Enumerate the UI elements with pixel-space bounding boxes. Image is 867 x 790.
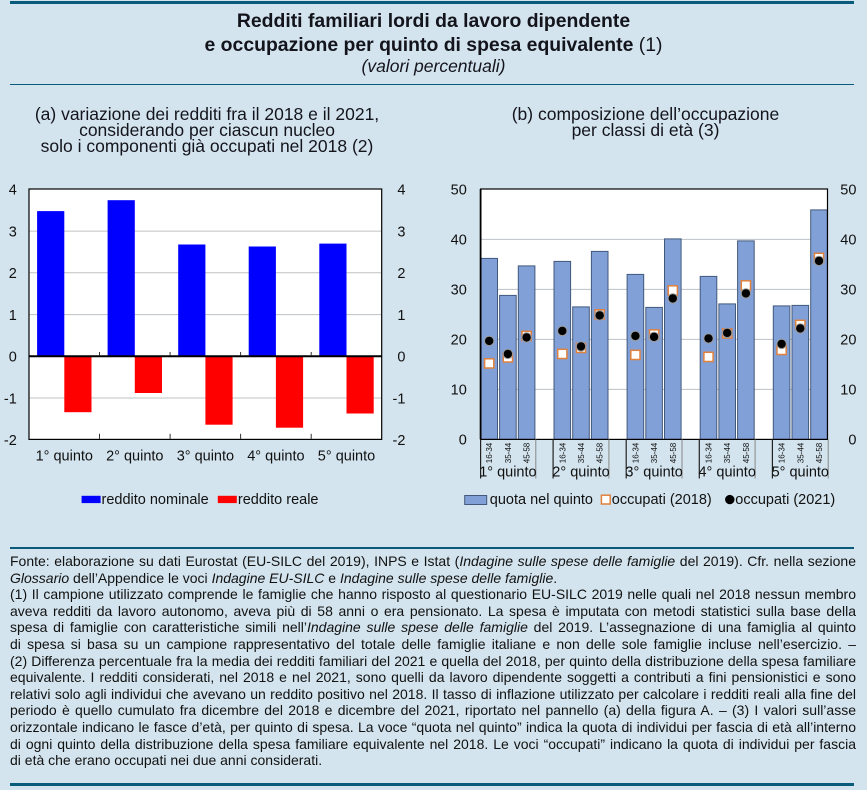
- svg-text:16-34: 16-34: [485, 442, 494, 463]
- svg-text:occupati (2018): occupati (2018): [612, 492, 712, 508]
- svg-text:35-44: 35-44: [650, 442, 659, 463]
- svg-text:10: 10: [451, 383, 467, 399]
- svg-text:1° quinto: 1° quinto: [479, 465, 536, 481]
- svg-text:50: 50: [451, 183, 467, 199]
- svg-text:16-34: 16-34: [558, 442, 567, 463]
- svg-text:2° quinto: 2° quinto: [106, 449, 163, 465]
- svg-text:45-58: 45-58: [669, 442, 678, 463]
- svg-text:45-58: 45-58: [742, 442, 751, 463]
- svg-text:2: 2: [397, 266, 405, 282]
- svg-text:4° quinto: 4° quinto: [247, 449, 304, 465]
- svg-text:16-34: 16-34: [778, 442, 787, 463]
- svg-text:5° quinto: 5° quinto: [772, 465, 829, 481]
- svg-text:3° quinto: 3° quinto: [177, 449, 234, 465]
- svg-text:40: 40: [840, 233, 856, 249]
- svg-text:35-44: 35-44: [723, 442, 732, 463]
- svg-text:16-34: 16-34: [631, 442, 640, 463]
- svg-text:2° quinto: 2° quinto: [552, 465, 609, 481]
- svg-text:4: 4: [9, 183, 17, 199]
- svg-text:quota nel quinto: quota nel quinto: [490, 492, 593, 508]
- svg-text:30: 30: [840, 283, 856, 299]
- svg-text:0: 0: [9, 350, 17, 366]
- svg-text:0: 0: [397, 350, 405, 366]
- svg-text:3° quinto: 3° quinto: [625, 465, 682, 481]
- svg-text:1: 1: [397, 308, 405, 324]
- svg-text:occupati (2021): occupati (2021): [735, 492, 835, 508]
- svg-text:-2: -2: [392, 433, 405, 449]
- svg-text:-1: -1: [4, 391, 17, 407]
- svg-text:0: 0: [848, 433, 856, 449]
- svg-text:20: 20: [840, 333, 856, 349]
- svg-text:4° quinto: 4° quinto: [698, 465, 755, 481]
- svg-text:50: 50: [840, 183, 856, 199]
- svg-text:4: 4: [397, 183, 405, 199]
- svg-text:1: 1: [9, 308, 17, 324]
- svg-text:30: 30: [451, 283, 467, 299]
- svg-text:20: 20: [451, 333, 467, 349]
- svg-text:-2: -2: [4, 433, 17, 449]
- svg-text:3: 3: [397, 224, 405, 240]
- svg-text:40: 40: [451, 233, 467, 249]
- svg-text:10: 10: [840, 383, 856, 399]
- svg-text:35-44: 35-44: [504, 442, 513, 463]
- svg-text:reddito nominale: reddito nominale: [102, 492, 209, 508]
- svg-text:3: 3: [9, 224, 17, 240]
- svg-text:35-44: 35-44: [577, 442, 586, 463]
- svg-text:0: 0: [459, 433, 467, 449]
- svg-text:45-58: 45-58: [596, 442, 605, 463]
- svg-text:reddito reale: reddito reale: [238, 492, 319, 508]
- svg-text:1° quinto: 1° quinto: [36, 449, 93, 465]
- svg-text:45-58: 45-58: [815, 442, 824, 463]
- svg-text:16-34: 16-34: [705, 442, 714, 463]
- svg-text:5° quinto: 5° quinto: [318, 449, 375, 465]
- svg-text:45-58: 45-58: [523, 442, 532, 463]
- svg-text:35-44: 35-44: [796, 442, 805, 463]
- svg-text:-1: -1: [392, 391, 405, 407]
- svg-text:2: 2: [9, 266, 17, 282]
